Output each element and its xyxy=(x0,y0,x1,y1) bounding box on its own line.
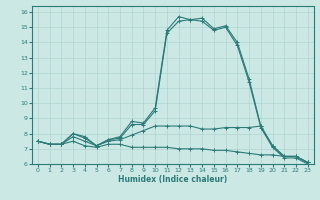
X-axis label: Humidex (Indice chaleur): Humidex (Indice chaleur) xyxy=(118,175,228,184)
